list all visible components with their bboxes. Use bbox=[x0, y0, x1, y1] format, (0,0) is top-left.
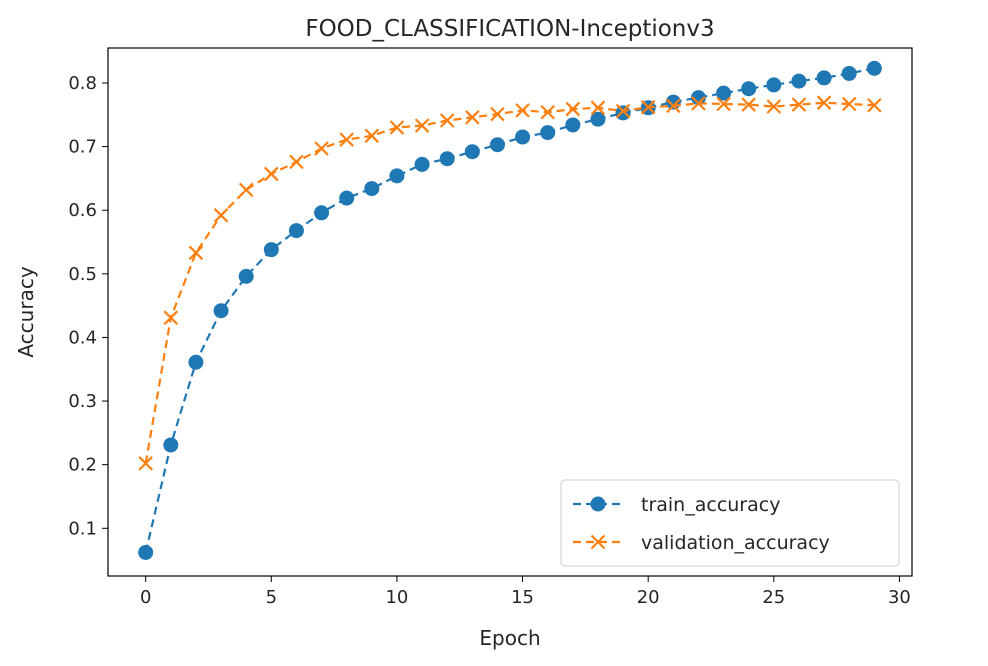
data-point bbox=[590, 100, 606, 116]
data-point bbox=[791, 97, 807, 112]
legend-label: validation_accuracy bbox=[641, 532, 830, 554]
data-point bbox=[439, 151, 455, 167]
data-point bbox=[690, 90, 706, 106]
data-point bbox=[138, 456, 153, 471]
x-tick-label: 5 bbox=[266, 587, 277, 608]
data-point bbox=[866, 60, 882, 76]
data-point bbox=[615, 103, 631, 119]
data-point bbox=[364, 128, 380, 144]
x-tick-label: 0 bbox=[140, 587, 151, 608]
series-line bbox=[144, 101, 875, 464]
data-point bbox=[816, 95, 832, 110]
y-axis-label: Accuracy bbox=[14, 266, 38, 357]
y-tick-label: 0.2 bbox=[68, 455, 97, 476]
data-point bbox=[841, 65, 857, 81]
series-layer bbox=[138, 60, 882, 560]
data-point bbox=[565, 101, 581, 117]
data-point bbox=[238, 268, 254, 284]
y-tick-label: 0.7 bbox=[68, 137, 97, 158]
data-point bbox=[590, 111, 606, 127]
data-point bbox=[515, 129, 531, 145]
legend-marker bbox=[590, 534, 606, 550]
data-point bbox=[288, 223, 304, 239]
series-validation-accuracy bbox=[138, 95, 882, 471]
data-point bbox=[264, 166, 279, 182]
data-point bbox=[339, 190, 355, 206]
y-tick-label: 0.4 bbox=[68, 327, 97, 348]
data-point bbox=[163, 437, 179, 453]
data-point bbox=[414, 118, 430, 133]
data-point bbox=[314, 141, 329, 156]
series-train-accuracy bbox=[138, 60, 882, 560]
data-point bbox=[867, 97, 882, 113]
data-point bbox=[289, 154, 304, 170]
data-point bbox=[414, 156, 430, 172]
data-point bbox=[691, 96, 706, 111]
x-tick-label: 30 bbox=[888, 587, 911, 608]
x-axis: 0 5 10 15 20 25 30 bbox=[140, 576, 911, 608]
y-axis: 0.1 0.2 0.3 0.4 0.5 0.6 0.7 0.8 bbox=[68, 73, 108, 539]
data-point bbox=[540, 104, 555, 120]
legend: train_accuracy validation_accuracy bbox=[560, 479, 900, 567]
x-tick-label: 25 bbox=[762, 587, 785, 608]
data-point bbox=[640, 99, 656, 115]
data-point bbox=[716, 96, 731, 112]
data-point bbox=[565, 117, 581, 133]
data-point bbox=[464, 144, 480, 160]
legend-entry: train_accuracy bbox=[573, 494, 780, 516]
data-point bbox=[439, 113, 455, 128]
data-point bbox=[766, 99, 782, 114]
data-point bbox=[339, 132, 354, 147]
x-tick-label: 15 bbox=[511, 587, 534, 608]
data-point bbox=[465, 110, 480, 125]
y-tick-label: 0.1 bbox=[68, 518, 97, 539]
data-point bbox=[238, 182, 254, 198]
data-point bbox=[389, 168, 405, 184]
x-tick-label: 10 bbox=[385, 587, 408, 608]
data-point bbox=[816, 70, 832, 86]
data-point bbox=[213, 303, 229, 319]
legend-box bbox=[560, 479, 900, 567]
data-point bbox=[213, 208, 229, 223]
data-point bbox=[138, 544, 154, 560]
data-point bbox=[716, 85, 732, 101]
data-point bbox=[163, 310, 179, 326]
legend-label: train_accuracy bbox=[641, 494, 780, 516]
data-point bbox=[766, 77, 782, 93]
data-point bbox=[666, 98, 681, 114]
data-point bbox=[540, 125, 556, 141]
y-tick-label: 0.8 bbox=[68, 73, 97, 94]
x-axis-label: Epoch bbox=[479, 626, 540, 650]
y-tick-label: 0.3 bbox=[68, 391, 97, 412]
y-tick-label: 0.6 bbox=[68, 200, 97, 221]
data-point bbox=[314, 205, 330, 221]
data-point bbox=[791, 73, 807, 89]
y-tick-label: 0.5 bbox=[68, 264, 97, 285]
plot-area bbox=[107, 47, 913, 577]
data-point bbox=[489, 137, 505, 153]
chart-title: FOOD_CLASSIFICATION-Inceptionv3 bbox=[305, 16, 714, 42]
data-point bbox=[389, 120, 405, 135]
legend-entry: validation_accuracy bbox=[573, 532, 830, 554]
data-point bbox=[490, 106, 505, 122]
data-point bbox=[263, 242, 279, 258]
data-point bbox=[615, 105, 631, 121]
legend-marker bbox=[590, 496, 606, 512]
data-point bbox=[188, 354, 204, 370]
data-point bbox=[515, 103, 530, 118]
x-tick-label: 20 bbox=[637, 587, 660, 608]
data-point bbox=[364, 181, 380, 197]
data-point bbox=[188, 245, 204, 261]
data-point bbox=[841, 96, 857, 112]
data-point bbox=[741, 97, 756, 112]
data-point bbox=[741, 81, 757, 97]
